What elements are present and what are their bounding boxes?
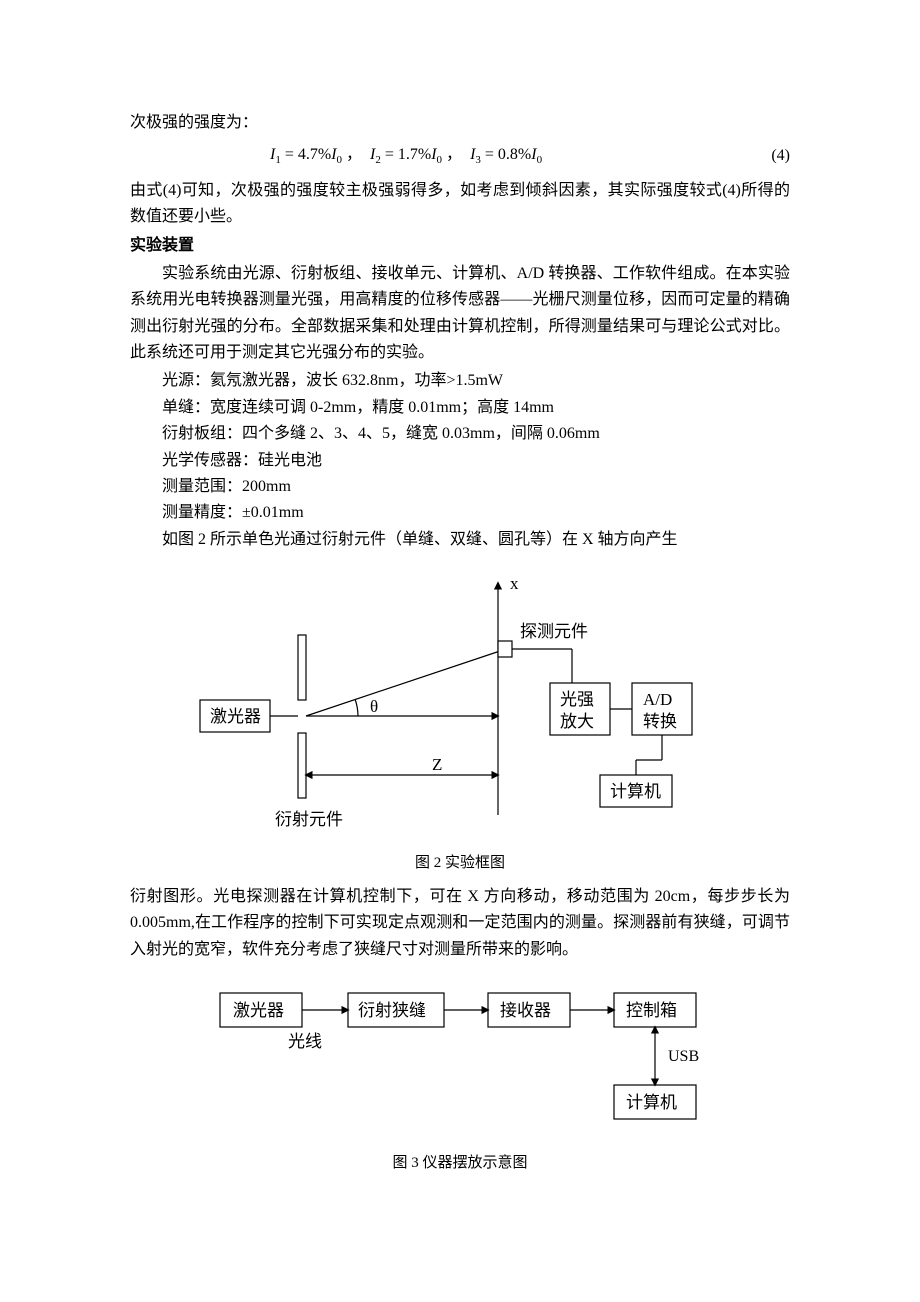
svg-text:A/D: A/D (643, 690, 672, 709)
svg-text:接收器: 接收器 (500, 1001, 551, 1020)
equation-4: I1 = 4.7%I0 ， I2 = 1.7%I0 ， I3 = 0.8%I0 … (130, 142, 790, 169)
figure-2-diagram: x 激光器 衍射元件 θ Z 探测元件 光强 放大 A/D 转换 (180, 565, 740, 845)
svg-text:USB: USB (668, 1048, 699, 1065)
svg-text:光线: 光线 (288, 1032, 322, 1051)
svg-text:转换: 转换 (643, 712, 677, 731)
svg-text:光强: 光强 (560, 690, 594, 709)
after-equation-text: 由式(4)可知，次极强的强度较主极强弱得多，如考虑到倾斜因素，其实际强度较式(4… (130, 178, 790, 231)
spec-line: 测量范围：200mm (130, 474, 790, 500)
svg-text:衍射元件: 衍射元件 (275, 810, 343, 829)
svg-text:激光器: 激光器 (210, 707, 261, 726)
svg-text:计算机: 计算机 (626, 1093, 677, 1112)
figure-3-diagram: 激光器 衍射狭缝 接收器 控制箱 光线 USB 计算机 (180, 975, 740, 1145)
svg-text:θ: θ (370, 697, 378, 716)
figure-2-caption: 图 2 实验框图 (130, 851, 790, 876)
svg-text:计算机: 计算机 (610, 782, 661, 801)
figure-3-caption: 图 3 仪器摆放示意图 (130, 1151, 790, 1176)
section-title: 实验装置 (130, 233, 790, 259)
spec-line: 光源：氦氖激光器，波长 632.8nm，功率>1.5mW (130, 368, 790, 394)
svg-text:Z: Z (432, 755, 442, 774)
after-fig2-text: 衍射图形。光电探测器在计算机控制下，可在 X 方向移动，移动范围为 20cm，每… (130, 884, 790, 963)
svg-text:控制箱: 控制箱 (626, 1001, 677, 1020)
svg-text:衍射狭缝: 衍射狭缝 (358, 1001, 426, 1020)
equation-number: (4) (740, 143, 790, 169)
svg-text:激光器: 激光器 (233, 1001, 284, 1020)
spec-line: 测量精度：±0.01mm (130, 500, 790, 526)
spec-line: 衍射板组：四个多缝 2、3、4、5，缝宽 0.03mm，间隔 0.06mm (130, 421, 790, 447)
intro-line: 次极强的强度为： (130, 110, 790, 136)
spec-line: 单缝：宽度连续可调 0-2mm，精度 0.01mm；高度 14mm (130, 395, 790, 421)
svg-text:放大: 放大 (560, 712, 594, 731)
apparatus-description: 实验系统由光源、衍射板组、接收单元、计算机、A/D 转换器、工作软件组成。在本实… (130, 261, 790, 367)
spec-line: 如图 2 所示单色光通过衍射元件（单缝、双缝、圆孔等）在 X 轴方向产生 (130, 527, 790, 553)
equation-body: I1 = 4.7%I0 ， I2 = 1.7%I0 ， I3 = 0.8%I0 (270, 142, 740, 169)
svg-text:探测元件: 探测元件 (520, 622, 588, 641)
svg-text:x: x (510, 574, 519, 593)
spec-line: 光学传感器：硅光电池 (130, 448, 790, 474)
